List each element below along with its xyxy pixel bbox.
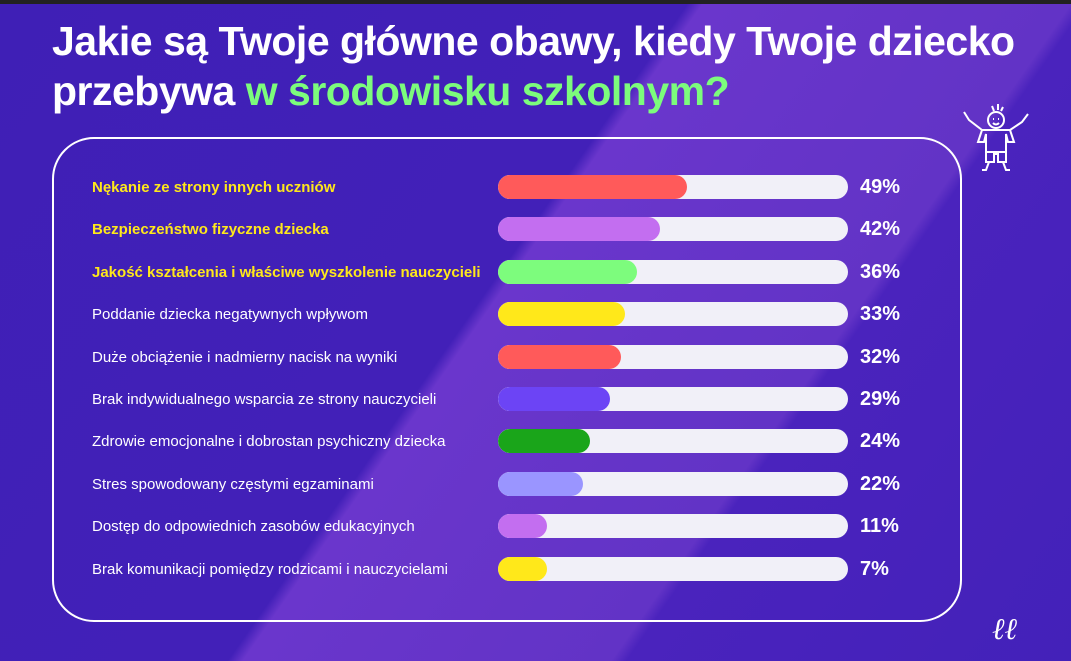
bar-track (498, 217, 848, 242)
bar (498, 302, 626, 327)
value-label: 7% (860, 557, 889, 580)
bar-row: Bezpieczeństwo fizyczne dziecka 42% (92, 217, 942, 243)
chart-card: Nękanie ze strony innych uczniów 49% Bezp… (52, 137, 962, 622)
bar (498, 259, 637, 284)
bar-track (498, 514, 848, 539)
category-label: Dostęp do odpowiednich zasobów edukacyjn… (92, 518, 415, 536)
bar-row: Brak komunikacji pomiędzy rodzicami i na… (92, 556, 942, 583)
category-label: Jakość kształcenia i właściwe wyszkoleni… (92, 263, 481, 281)
category-label: Zdrowie emocjonalne i dobrostan psychicz… (92, 433, 446, 451)
bar (498, 344, 622, 369)
bar-track (498, 302, 848, 327)
bar-track (498, 387, 848, 411)
bar (498, 387, 610, 411)
bar (498, 429, 591, 454)
bar (498, 514, 547, 539)
bar-track (498, 556, 848, 581)
bar-track (498, 259, 848, 284)
title-text: Jakie są Twoje główne obawy, kiedy Twoje… (52, 18, 1015, 114)
bar (498, 471, 583, 496)
bar-track (498, 344, 848, 369)
bar (498, 217, 660, 242)
child-doodle-icon (963, 104, 1029, 171)
value-label: 33% (860, 303, 901, 326)
category-label: Nękanie ze strony innych uczniów (92, 179, 336, 196)
bar-row: Duże obciążenie i nadmierny nacisk na wy… (92, 344, 942, 371)
value-label: 29% (860, 388, 901, 410)
bar (498, 175, 687, 199)
top-border (0, 0, 1071, 4)
brand-logo-icon: ℓℓ (992, 612, 1017, 647)
value-label: 36% (860, 260, 901, 283)
bar-row: Zdrowie emocjonalne i dobrostan psychicz… (92, 429, 942, 455)
category-label: Duże obciążenie i nadmierny nacisk na wy… (92, 348, 398, 366)
page-title: Jakie są Twoje główne obawy, kiedy Twoje… (52, 16, 1071, 116)
bar-row: Jakość kształcenia i właściwe wyszkoleni… (92, 259, 942, 286)
bar-track (498, 175, 848, 199)
category-label: Stres spowodowany częstymi egzaminami (92, 475, 374, 493)
value-label: 24% (860, 430, 901, 453)
value-label: 11% (860, 515, 899, 538)
bar-row: Dostęp do odpowiednich zasobów edukacyjn… (92, 514, 942, 540)
value-label: 42% (860, 218, 901, 241)
value-label: 22% (860, 472, 901, 495)
bar (498, 556, 547, 581)
bar-track (498, 471, 848, 496)
bar-row: Stres spowodowany częstymi egzaminami 22… (92, 471, 942, 498)
bar-track (498, 429, 848, 454)
category-label: Poddanie dziecka negatywnych wpływom (92, 306, 368, 324)
bar-row: Poddanie dziecka negatywnych wpływom 33% (92, 302, 942, 328)
category-label: Brak komunikacji pomiędzy rodzicami i na… (92, 560, 448, 578)
value-label: 32% (860, 345, 901, 368)
category-label: Brak indywidualnego wsparcia ze strony n… (92, 391, 437, 408)
bar-row: Nękanie ze strony innych uczniów 49% (92, 175, 942, 201)
bar-row: Brak indywidualnego wsparcia ze strony n… (92, 387, 942, 413)
value-label: 49% (860, 176, 901, 198)
title-highlight: w środowisku szkolnym? (245, 68, 730, 114)
category-label: Bezpieczeństwo fizyczne dziecka (92, 221, 329, 239)
